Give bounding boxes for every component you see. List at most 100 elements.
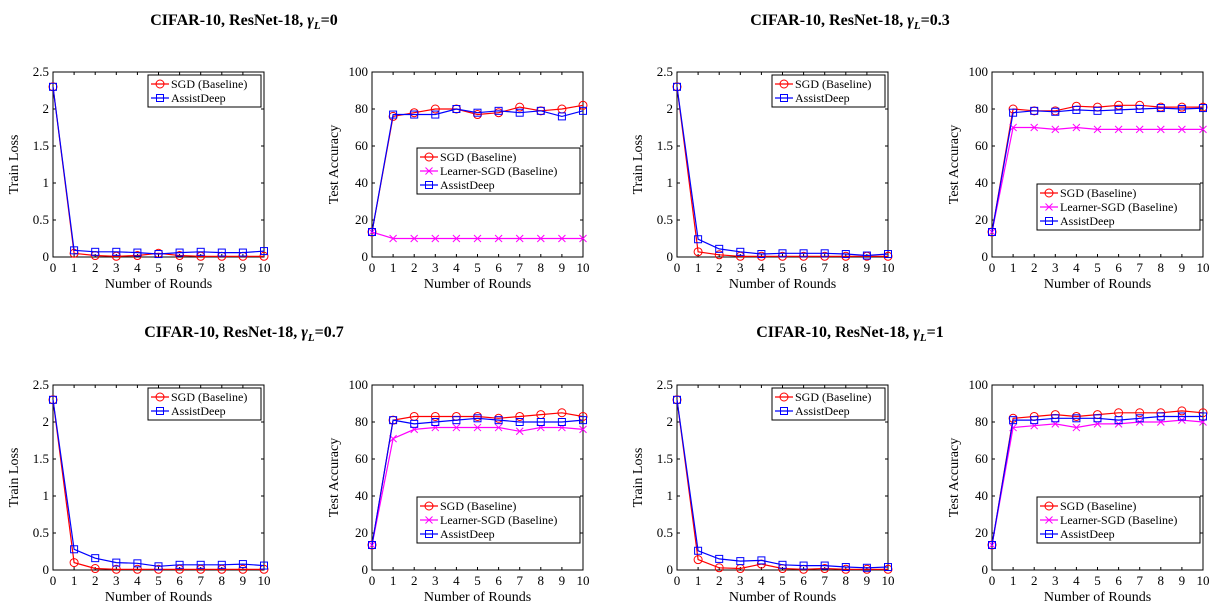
group-title: CIFAR-10, ResNet-18, γL=0.3	[750, 12, 950, 32]
marker-square	[452, 105, 461, 113]
marker-square	[425, 530, 433, 538]
x-tick-label: 6	[1115, 573, 1122, 588]
x-tick-label: 10	[258, 260, 271, 275]
legend: SGD (Baseline)AssistDeep	[771, 74, 886, 108]
marker-square	[715, 244, 724, 253]
marker-x	[410, 234, 419, 243]
x-axis-label: Number of Rounds	[424, 590, 531, 605]
x-tick-label: 7	[821, 260, 828, 275]
marker-square	[988, 228, 996, 237]
x-tick-label: 2	[411, 573, 418, 588]
marker-square	[1072, 105, 1081, 114]
x-tick-label: 5	[779, 573, 786, 588]
series-line-assist	[52, 399, 265, 567]
marker-x	[425, 516, 433, 524]
y-tick-label: 0	[43, 249, 50, 264]
x-tick-label: 6	[176, 260, 183, 275]
legend-label: AssistDeep	[440, 527, 495, 541]
marker-x	[1051, 125, 1060, 134]
marker-square	[156, 407, 164, 415]
marker-square	[175, 248, 184, 257]
x-tick-label: 2	[411, 260, 418, 275]
x-tick-label: 10	[882, 573, 895, 588]
x-tick-label: 3	[737, 573, 744, 588]
marker-x	[1045, 203, 1053, 211]
x-tick-label: 2	[1031, 573, 1038, 588]
marker-square	[579, 106, 587, 115]
marker-square	[260, 247, 268, 256]
legend-box	[147, 74, 262, 108]
marker-square	[736, 557, 745, 566]
marker-square	[757, 556, 766, 565]
series-line-sgd	[676, 86, 888, 257]
x-axis-label: Number of Rounds	[729, 277, 836, 292]
y-tick-label: 80	[975, 101, 988, 116]
marker-square	[673, 82, 681, 91]
x-tick-label: 4	[1073, 260, 1080, 275]
marker-x	[1072, 423, 1081, 432]
marker-circle	[714, 250, 724, 260]
legend-label: SGD (Baseline)	[1060, 186, 1136, 200]
marker-square	[799, 249, 808, 258]
legend-label: AssistDeep	[440, 178, 495, 192]
series-line-assist	[52, 86, 265, 255]
group-title: CIFAR-10, ResNet-18, γL=0.7	[144, 324, 344, 344]
x-tick-label: 0	[989, 260, 996, 275]
legend: SGD (Baseline)Learner-SGD (Baseline)Assi…	[416, 496, 581, 544]
legend-label: AssistDeep	[795, 91, 850, 105]
marker-circle	[515, 411, 525, 421]
x-tick-label: 1	[71, 573, 78, 588]
x-tick-label: 9	[1179, 260, 1186, 275]
legend-box	[1036, 496, 1201, 544]
marker-x	[368, 228, 376, 236]
marker-circle	[259, 251, 269, 261]
y-tick-label: 40	[975, 488, 988, 503]
marker-square	[260, 561, 268, 570]
y-tick-label: 40	[975, 175, 988, 190]
x-tick-label: 8	[843, 573, 850, 588]
legend-label: Learner-SGD (Baseline)	[1060, 200, 1177, 214]
x-tick-label: 6	[495, 573, 502, 588]
marker-x	[1009, 123, 1017, 132]
marker-x	[988, 228, 996, 236]
x-tick-label: 2	[716, 260, 723, 275]
marker-square	[673, 395, 681, 404]
marker-x	[494, 234, 503, 243]
marker-square	[1045, 217, 1053, 225]
marker-circle	[779, 79, 789, 89]
marker-square	[1009, 416, 1018, 425]
marker-square	[694, 235, 703, 244]
marker-square	[175, 560, 184, 569]
y-tick-label: 60	[355, 451, 368, 466]
marker-x	[389, 234, 397, 243]
y-tick-label: 1	[667, 488, 674, 503]
marker-square	[425, 181, 433, 189]
marker-square	[133, 248, 142, 257]
marker-circle	[1044, 501, 1054, 511]
x-tick-label: 0	[369, 260, 376, 275]
x-tick-label: 5	[474, 260, 481, 275]
marker-circle	[111, 564, 121, 574]
marker-circle	[1135, 408, 1145, 418]
x-tick-label: 1	[1010, 573, 1017, 588]
x-tick-label: 10	[577, 260, 590, 275]
y-tick-label: 80	[355, 101, 368, 116]
y-tick-label: 100	[349, 64, 369, 79]
legend-label: Learner-SGD (Baseline)	[440, 164, 557, 178]
series-line-assist	[676, 86, 889, 257]
x-tick-label: 10	[577, 573, 590, 588]
x-tick-label: 1	[390, 260, 397, 275]
x-tick-label: 4	[758, 573, 765, 588]
legend-label: SGD (Baseline)	[440, 499, 516, 513]
group-title-part: CIFAR-10, ResNet-18,	[144, 324, 301, 341]
x-tick-label: 3	[113, 260, 120, 275]
marker-square	[1135, 414, 1144, 423]
y-tick-label: 40	[355, 175, 368, 190]
marker-square	[112, 558, 121, 567]
x-tick-label: 10	[1197, 260, 1210, 275]
marker-square	[70, 246, 79, 255]
marker-circle	[424, 152, 434, 162]
